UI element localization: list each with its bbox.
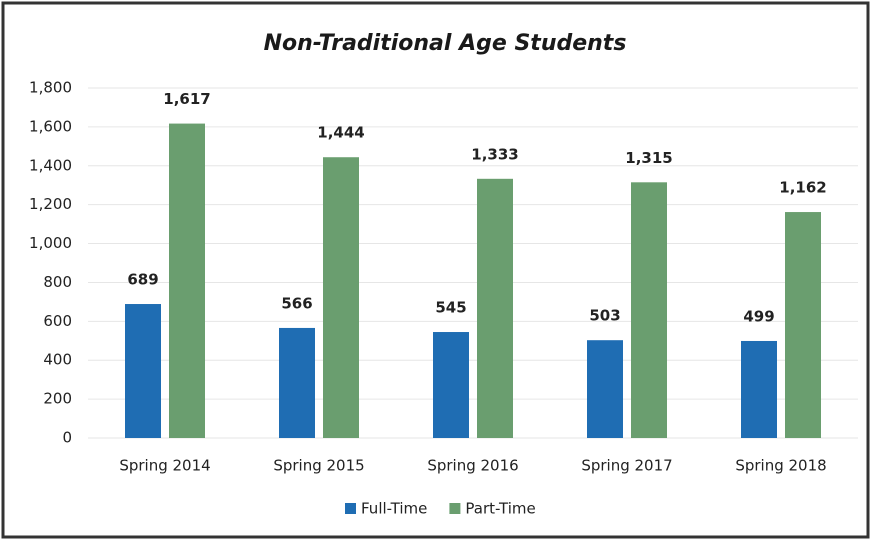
x-tick-label: Spring 2014 xyxy=(119,457,210,475)
x-tick-label: Spring 2017 xyxy=(581,457,672,475)
y-tick-label: 1,400 xyxy=(29,156,72,174)
data-label: 1,444 xyxy=(317,124,364,142)
data-label: 1,333 xyxy=(471,145,518,163)
y-tick-label: 600 xyxy=(43,312,72,330)
legend-swatch xyxy=(449,503,461,514)
chart-title: Non-Traditional Age Students xyxy=(264,31,627,56)
x-tick-label: Spring 2015 xyxy=(273,457,364,475)
data-label: 545 xyxy=(435,299,466,317)
bar xyxy=(785,212,821,438)
data-label: 1,162 xyxy=(779,179,826,197)
y-tick-label: 1,200 xyxy=(29,195,72,213)
data-label: 689 xyxy=(127,271,158,289)
bar xyxy=(433,332,469,438)
bar xyxy=(125,304,161,438)
y-tick-label: 400 xyxy=(43,351,72,369)
y-tick-label: 200 xyxy=(43,390,72,408)
bar xyxy=(279,327,315,438)
bar xyxy=(323,157,359,438)
y-tick-label: 0 xyxy=(62,429,72,447)
bar xyxy=(587,340,623,438)
data-label: 499 xyxy=(743,307,774,325)
x-tick-label: Spring 2016 xyxy=(427,457,518,475)
legend-label: Part-Time xyxy=(465,500,535,518)
data-label: 503 xyxy=(589,307,620,325)
bar xyxy=(169,123,205,438)
y-tick-label: 1,600 xyxy=(29,117,72,135)
y-tick-label: 800 xyxy=(43,273,72,291)
data-label: 1,617 xyxy=(163,90,210,108)
y-tick-label: 1,000 xyxy=(29,234,72,252)
x-tick-label: Spring 2018 xyxy=(735,457,826,475)
bar xyxy=(741,340,777,438)
legend-label: Full-Time xyxy=(361,500,427,518)
bar xyxy=(477,178,513,439)
bar xyxy=(631,182,667,438)
y-tick-label: 1,800 xyxy=(29,79,72,97)
data-label: 566 xyxy=(281,294,312,312)
legend-swatch xyxy=(345,503,356,514)
data-label: 1,315 xyxy=(625,149,672,167)
